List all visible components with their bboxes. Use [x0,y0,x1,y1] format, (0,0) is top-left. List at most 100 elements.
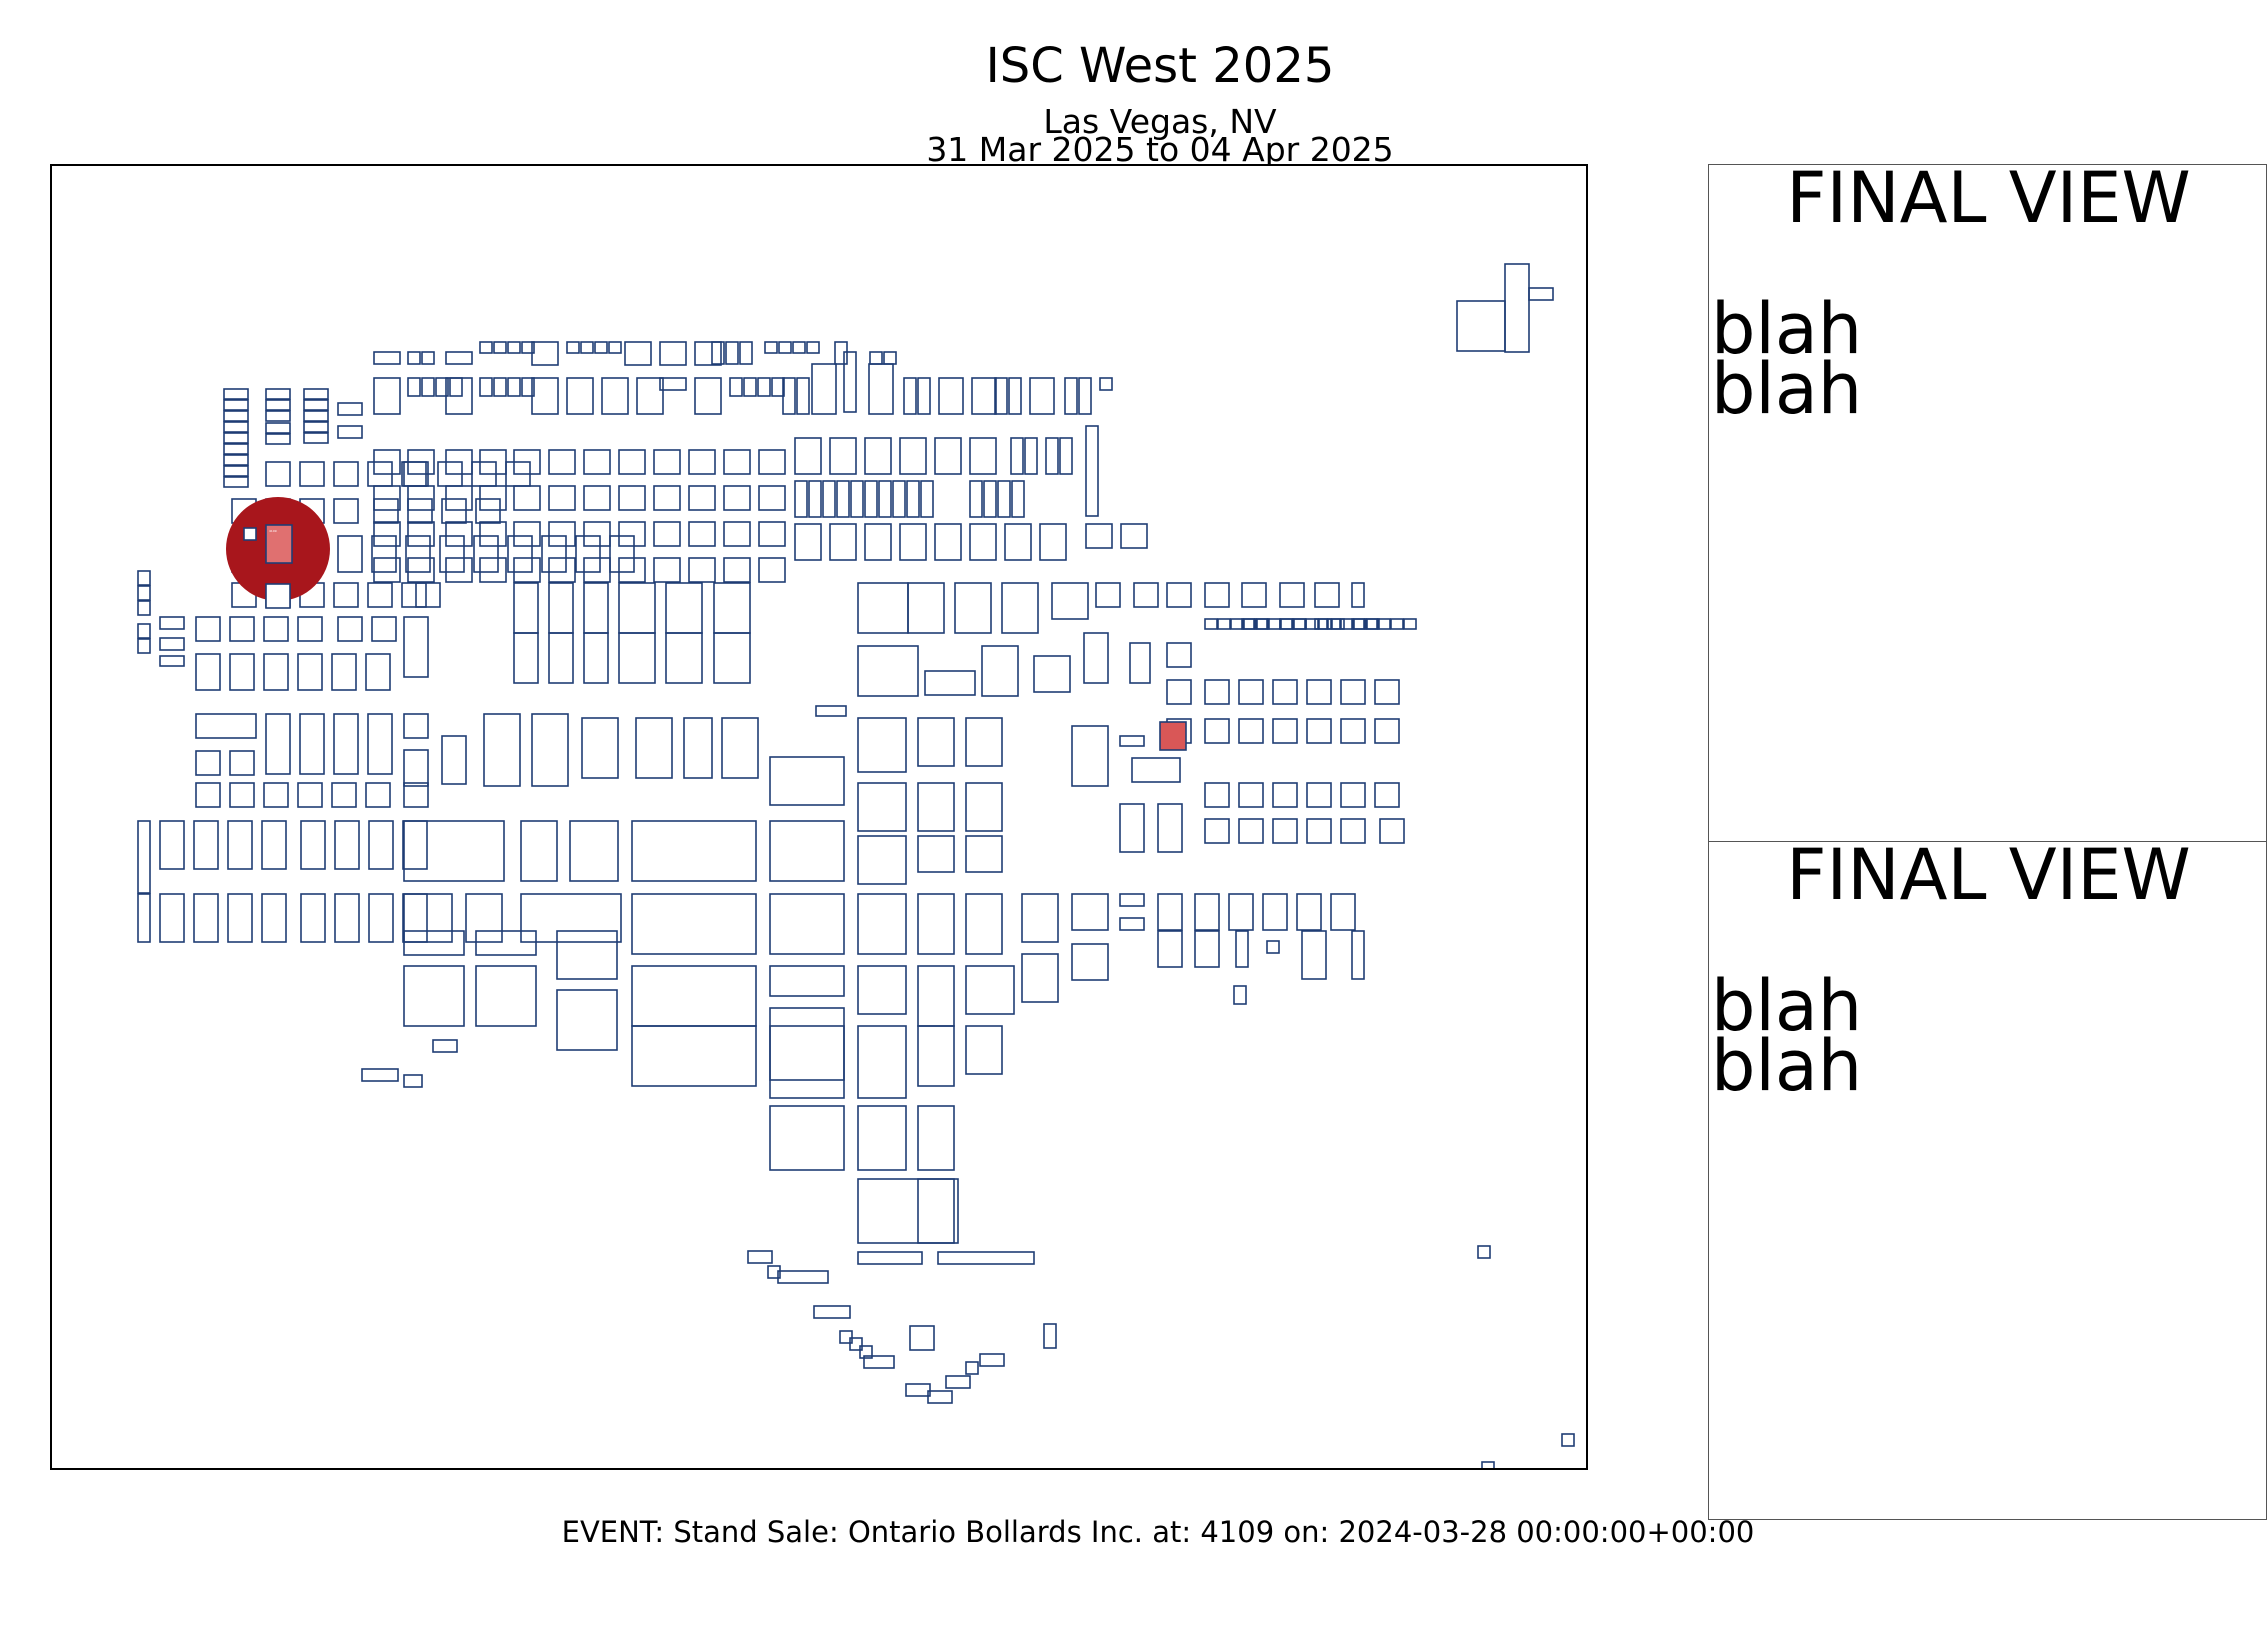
booth-303[interactable] [965,717,1003,767]
booth-23[interactable] [806,341,820,354]
booth-377[interactable] [1119,917,1145,931]
booth-99[interactable] [513,485,541,511]
booth-394[interactable] [917,965,955,1027]
booth-421[interactable] [767,1265,781,1279]
booth-181[interactable] [441,498,467,524]
booth-296[interactable] [635,717,673,779]
booth-212[interactable] [1133,582,1159,608]
booth-9[interactable] [531,341,559,366]
booth-32[interactable] [445,377,473,415]
booth-18[interactable] [725,341,739,365]
booth-226[interactable] [159,655,185,667]
booth-20[interactable] [764,341,778,354]
booth-114[interactable] [618,521,646,547]
booth-6[interactable] [493,341,507,354]
booth-4[interactable] [445,351,473,365]
booth-58[interactable] [1029,377,1055,415]
booth-284[interactable] [1374,679,1400,705]
booth-385[interactable] [475,930,537,956]
booth-348[interactable] [1306,782,1332,808]
booth-278[interactable] [1166,679,1192,705]
booth-237[interactable] [331,653,357,691]
booth-211[interactable] [1095,582,1121,608]
booth-41[interactable] [659,377,687,391]
booth-189[interactable] [507,535,533,573]
booth-164[interactable] [1085,523,1113,549]
booth-15[interactable] [659,341,687,366]
booth-308[interactable] [1204,718,1230,744]
booth-138[interactable] [1024,437,1038,475]
booth-148[interactable] [892,480,906,518]
booth-126[interactable] [618,557,646,583]
booth-2[interactable] [407,351,421,365]
booth-300[interactable] [815,705,847,717]
booth-353[interactable] [1272,818,1298,844]
booth-236[interactable] [297,653,323,691]
booth-413[interactable] [769,1105,845,1171]
booth-283[interactable] [1340,679,1366,705]
booth-287[interactable] [299,713,325,775]
booth-321[interactable] [365,782,391,808]
booth-125[interactable] [583,557,611,583]
booth-45[interactable] [757,377,771,397]
booth-200[interactable] [513,582,539,634]
booth-53[interactable] [917,377,931,415]
booth-210[interactable] [1051,582,1089,620]
booth-112[interactable] [548,521,576,547]
booth-259[interactable] [1254,618,1268,630]
booth-174[interactable] [505,461,531,487]
booth-402[interactable] [1301,930,1327,980]
booth-430[interactable] [927,1390,953,1404]
booth-43[interactable] [729,377,743,397]
booth-292[interactable] [441,735,467,785]
booth-72[interactable] [265,399,291,411]
booth-190[interactable] [541,535,567,573]
booth-386[interactable] [556,930,618,980]
booth-416[interactable] [857,1178,959,1244]
booth-258[interactable] [1241,618,1255,630]
booth-316[interactable] [195,782,221,808]
booth-64[interactable] [223,410,249,422]
booth-117[interactable] [723,521,751,547]
booth-146[interactable] [864,480,878,518]
booth-88[interactable] [548,449,576,475]
booth-436[interactable] [1504,263,1530,353]
booth-155[interactable] [1085,425,1099,517]
booth-388[interactable] [475,965,537,1027]
booth-285[interactable] [195,713,257,739]
booth-372[interactable] [917,893,955,955]
booth-370[interactable] [769,893,845,955]
booth-68[interactable] [223,454,249,466]
booth-345[interactable] [1204,782,1230,808]
booth-362[interactable] [300,893,326,943]
booth-173[interactable] [471,461,497,487]
booth-101[interactable] [583,485,611,511]
booth-327[interactable] [261,820,287,870]
booth-47[interactable] [782,377,796,415]
booth-248[interactable] [981,645,1019,697]
booth-5[interactable] [479,341,493,354]
booth-238[interactable] [365,653,391,691]
booth-247[interactable] [924,670,976,696]
booth-201[interactable] [548,582,574,634]
booth-62[interactable] [223,388,249,400]
booth-203[interactable] [618,582,656,634]
booth-124[interactable] [548,557,576,583]
booth-186[interactable] [405,535,431,573]
booth-355[interactable] [1340,818,1366,844]
booth-363[interactable] [334,893,360,943]
booth-379[interactable] [1194,893,1220,931]
booth-105[interactable] [723,485,751,511]
booth-197[interactable] [367,582,393,608]
booth-145[interactable] [850,480,864,518]
booth-391[interactable] [769,965,845,997]
booth-187[interactable] [439,535,465,573]
booth-331[interactable] [402,820,428,870]
booth-182[interactable] [475,498,501,524]
booth-434[interactable] [1043,1323,1057,1349]
booth-360[interactable] [227,893,253,943]
booth-67[interactable] [223,443,249,455]
booth-279[interactable] [1204,679,1230,705]
booth-346[interactable] [1238,782,1264,808]
booth-399[interactable] [1194,930,1220,968]
